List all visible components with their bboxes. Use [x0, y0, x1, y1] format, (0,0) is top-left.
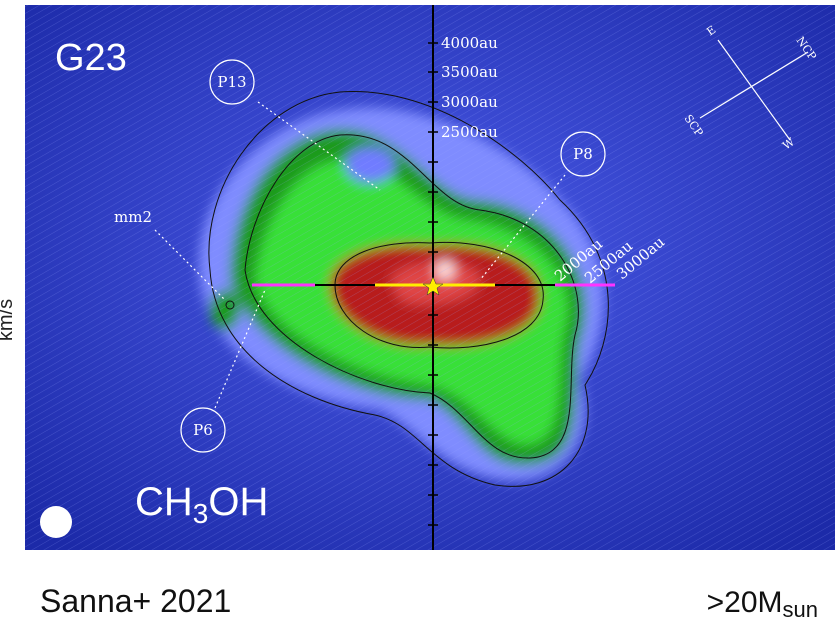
annotation-markers	[154, 59, 606, 453]
annotations: P13 P8 P6 mm2	[114, 73, 593, 439]
annotation: P6	[193, 421, 213, 439]
map	[25, 5, 835, 550]
molecule-main: CH	[135, 480, 193, 524]
scale-label: 4000au	[441, 34, 498, 52]
side-label: km/s	[0, 299, 17, 341]
molecule-label: CH3OH	[135, 480, 268, 529]
mass-sub: sun	[783, 597, 818, 622]
mass-label: >20Msun	[707, 586, 818, 622]
scale-label: 3000au	[441, 93, 498, 111]
scale-label: 3500au	[441, 63, 498, 81]
panel-label: G23	[55, 37, 127, 79]
mass-main: >20M	[707, 586, 783, 619]
annotation: P8	[573, 145, 593, 163]
annotation: P13	[217, 73, 246, 91]
reference: Sanna+ 2021	[40, 583, 231, 619]
annotation: mm2	[114, 208, 152, 226]
molecule-sub: 3	[193, 498, 209, 529]
scale-bars	[252, 5, 615, 550]
scale-label: 2500au	[441, 123, 498, 141]
molecule-rest: OH	[208, 480, 268, 524]
vertical-scale: 4000au 3500au 3000au 2500au	[441, 34, 498, 141]
